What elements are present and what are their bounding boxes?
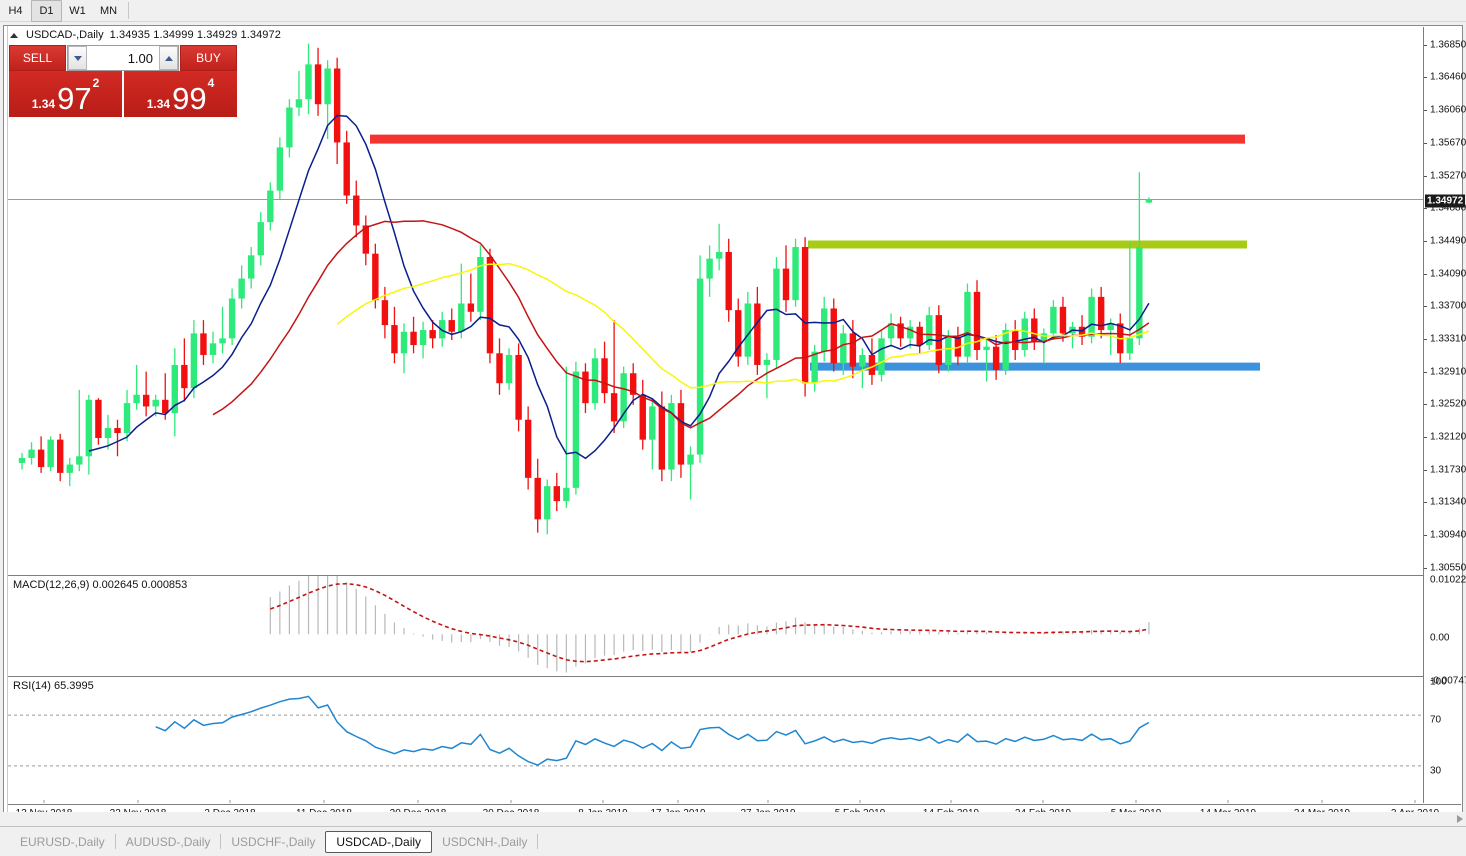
- rsi-plot: [8, 677, 1423, 803]
- chart-tab-usdcad[interactable]: USDCAD-,Daily: [325, 830, 433, 853]
- timeframe-h4[interactable]: H4: [8, 5, 23, 17]
- rsi-scale-label: 100: [1430, 676, 1447, 688]
- rsi-svg: [8, 695, 1423, 803]
- price-scale-label: 1.30550: [1430, 562, 1466, 574]
- price-scale-label: 1.34880: [1430, 202, 1466, 214]
- price-scale-label: 1.31340: [1430, 496, 1466, 508]
- price-scale[interactable]: 1.36850 1.36460 1.36060 1.35670 1.35270 1.348…: [1423, 27, 1466, 815]
- current-price-tag: 1.34972: [1425, 194, 1466, 208]
- tab-divider: [114, 834, 116, 849]
- price-scale-label: 1.33700: [1430, 300, 1466, 312]
- horizontal-scrollbar[interactable]: [0, 812, 1466, 826]
- price-scale-tick: [1424, 535, 1427, 537]
- scroll-right-icon[interactable]: [1457, 815, 1463, 823]
- price-scale-tick: [1424, 306, 1427, 308]
- buy-button[interactable]: BUY: [180, 45, 237, 71]
- rsi-pane[interactable]: RSI(14) 65.3995: [8, 676, 1423, 803]
- macd-label: MACD(12,26,9) 0.002645 0.000853: [13, 579, 188, 591]
- price-scale-label: 1.35270: [1430, 170, 1466, 182]
- price-scale-label: 1.32520: [1430, 398, 1466, 410]
- rsi-scale-label: 70: [1430, 714, 1442, 726]
- price-scale-tick: [1424, 76, 1427, 78]
- price-scale-tick: [1424, 142, 1427, 144]
- price-scale-label: 1.36460: [1430, 71, 1466, 83]
- volume-increase-button[interactable]: [159, 46, 178, 70]
- tab-divider: [537, 834, 539, 849]
- macd-pane[interactable]: MACD(12,26,9) 0.002645 0.000853: [8, 575, 1423, 676]
- rsi-label: RSI(14) 65.3995: [13, 680, 94, 692]
- price-scale-label: 1.36850: [1430, 39, 1466, 51]
- price-scale-tick: [1424, 273, 1427, 275]
- oct-price-row: 1.34 97 2 1.34 99 4: [9, 71, 237, 117]
- price-scale-tick: [1424, 567, 1427, 569]
- macd-scale-label: -0.007477: [1430, 675, 1466, 687]
- candlestick-svg: [8, 43, 1423, 535]
- volume-decrease-button[interactable]: [68, 46, 87, 70]
- timeframe-w1[interactable]: W1: [69, 5, 86, 17]
- price-scale-label: 1.31730: [1430, 464, 1466, 476]
- timeframe-d1[interactable]: D1: [31, 0, 62, 22]
- chart-left-rail: [4, 26, 8, 822]
- price-scale-tick: [1424, 437, 1427, 439]
- timeframe-mn[interactable]: MN: [100, 5, 118, 17]
- buy-price-big: 99: [172, 81, 207, 116]
- price-scale-tick: [1424, 240, 1427, 242]
- timeframe-toolbar: H4 D1 W1 MN: [0, 0, 1466, 22]
- sell-price-big: 97: [57, 81, 92, 116]
- price-scale-label: 1.34090: [1430, 268, 1466, 280]
- sell-button[interactable]: SELL: [9, 45, 66, 71]
- chart-area: USDCAD-,Daily 1.34935 1.34999 1.34929 1.…: [3, 25, 1466, 823]
- sell-price-prefix: 1.34: [31, 97, 56, 111]
- macd-scale-label: 0.00: [1430, 632, 1450, 644]
- macd-plot: [8, 576, 1423, 676]
- oct-top-row: SELL 1.00 BUY: [9, 45, 237, 71]
- price-scale-label: 1.36060: [1430, 104, 1466, 116]
- chart-ohlc-values: 1.34935 1.34999 1.34929 1.34972: [109, 29, 281, 41]
- chart-symbol-label: USDCAD-,Daily: [26, 29, 104, 41]
- macd-svg: [269, 576, 1150, 673]
- chart-tab-usdcnh[interactable]: USDCNH-,Daily: [442, 834, 528, 849]
- buy-price-box[interactable]: 1.34 99 4: [124, 71, 237, 117]
- price-scale-tick: [1424, 338, 1427, 340]
- chart-tab-bar: EURUSD-,Daily AUDUSD-,Daily USDCHF-,Dail…: [0, 826, 1466, 856]
- macd-scale-label: 0.010229: [1430, 574, 1466, 586]
- buy-price-fraction: 4: [207, 76, 215, 90]
- price-plot: [8, 27, 1423, 575]
- collapse-triangle-icon[interactable]: [10, 32, 18, 38]
- one-click-trading-panel: SELL 1.00 BUY 1.34 97 2: [9, 45, 237, 117]
- price-scale-tick: [1424, 502, 1427, 504]
- chart-header: USDCAD-,Daily 1.34935 1.34999 1.34929 1.…: [10, 29, 281, 41]
- sell-price-fraction: 2: [92, 76, 100, 90]
- volume-stepper[interactable]: 1.00: [67, 45, 179, 71]
- price-scale-tick: [1424, 175, 1427, 177]
- price-scale-tick: [1424, 469, 1427, 471]
- volume-input[interactable]: 1.00: [127, 50, 153, 66]
- price-scale-label: 1.32910: [1430, 366, 1466, 378]
- price-scale-label: 1.35670: [1430, 137, 1466, 149]
- price-pane[interactable]: [8, 27, 1423, 575]
- price-scale-tick: [1424, 208, 1427, 210]
- price-scale-tick: [1424, 371, 1427, 373]
- tab-divider: [220, 834, 222, 849]
- chart-tab-eurusd[interactable]: EURUSD-,Daily: [20, 834, 105, 849]
- price-scale-tick: [1424, 404, 1427, 406]
- price-scale-tick: [1424, 44, 1427, 46]
- price-scale-label: 1.30940: [1430, 529, 1466, 541]
- toolbar-divider: [128, 2, 130, 19]
- price-scale-label: 1.34490: [1430, 235, 1466, 247]
- chevron-up-icon: [164, 55, 173, 61]
- chevron-down-icon: [73, 55, 82, 61]
- price-scale-label: 1.32120: [1430, 431, 1466, 443]
- buy-price-prefix: 1.34: [146, 97, 171, 111]
- rsi-scale-label: 30: [1430, 765, 1442, 777]
- price-scale-label: 1.33310: [1430, 333, 1466, 345]
- price-scale-tick: [1424, 110, 1427, 112]
- sell-price-box[interactable]: 1.34 97 2: [9, 71, 122, 117]
- chart-tab-usdchf[interactable]: USDCHF-,Daily: [231, 834, 316, 849]
- chart-tab-audusd[interactable]: AUDUSD-,Daily: [125, 834, 211, 849]
